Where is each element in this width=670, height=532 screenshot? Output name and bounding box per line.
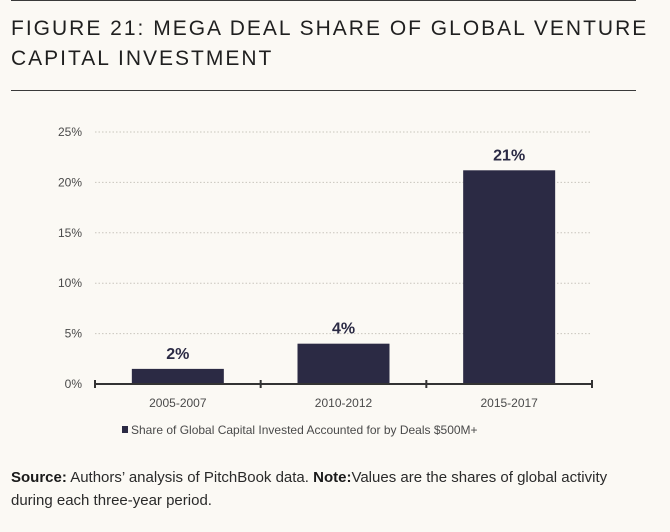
bar	[463, 170, 556, 384]
legend-label: Share of Global Capital Invested Account…	[131, 423, 478, 437]
x-axis	[94, 380, 593, 388]
data-label: 21%	[493, 147, 525, 164]
y-tick-label: 10%	[58, 276, 82, 290]
x-tick-label: 2005-2007	[149, 396, 207, 410]
legend: Share of Global Capital Invested Account…	[122, 423, 478, 437]
data-label: 2%	[166, 346, 189, 363]
bar	[131, 368, 224, 384]
note-text: Values are the shares of global activity…	[11, 469, 608, 509]
y-tick-label: 20%	[58, 175, 82, 189]
source-label: Source:	[11, 469, 67, 486]
y-tick-label: 5%	[65, 327, 83, 341]
x-tick-label: 2010-2012	[315, 396, 373, 410]
note-label: Note:	[313, 469, 352, 486]
source-note: Source: Authors’ analysis of PitchBook d…	[11, 466, 651, 512]
bars: 2% 4% 21%	[131, 147, 556, 384]
x-tick-label: 2015-2017	[480, 396, 538, 410]
title-rule	[11, 90, 636, 91]
y-axis-ticks: 0% 5% 10% 15% 20% 25%	[58, 125, 82, 391]
top-rule	[11, 0, 636, 1]
data-label: 4%	[332, 321, 355, 338]
y-tick-label: 25%	[58, 125, 82, 139]
bar	[297, 343, 390, 384]
bar-chart: 0% 5% 10% 15% 20% 25% 2% 4% 21% 2005-2007 2010-2…	[58, 125, 593, 437]
y-tick-label: 0%	[65, 377, 83, 391]
source-text: Authors’ analysis of PitchBook data.	[66, 469, 314, 486]
figure-title: FIGURE 21: MEGA DEAL SHARE OF GLOBAL VEN…	[11, 17, 649, 70]
y-tick-label: 15%	[58, 226, 82, 240]
x-axis-ticks: 2005-2007 2010-2012 2015-2017	[149, 396, 538, 410]
legend-swatch	[122, 426, 128, 433]
